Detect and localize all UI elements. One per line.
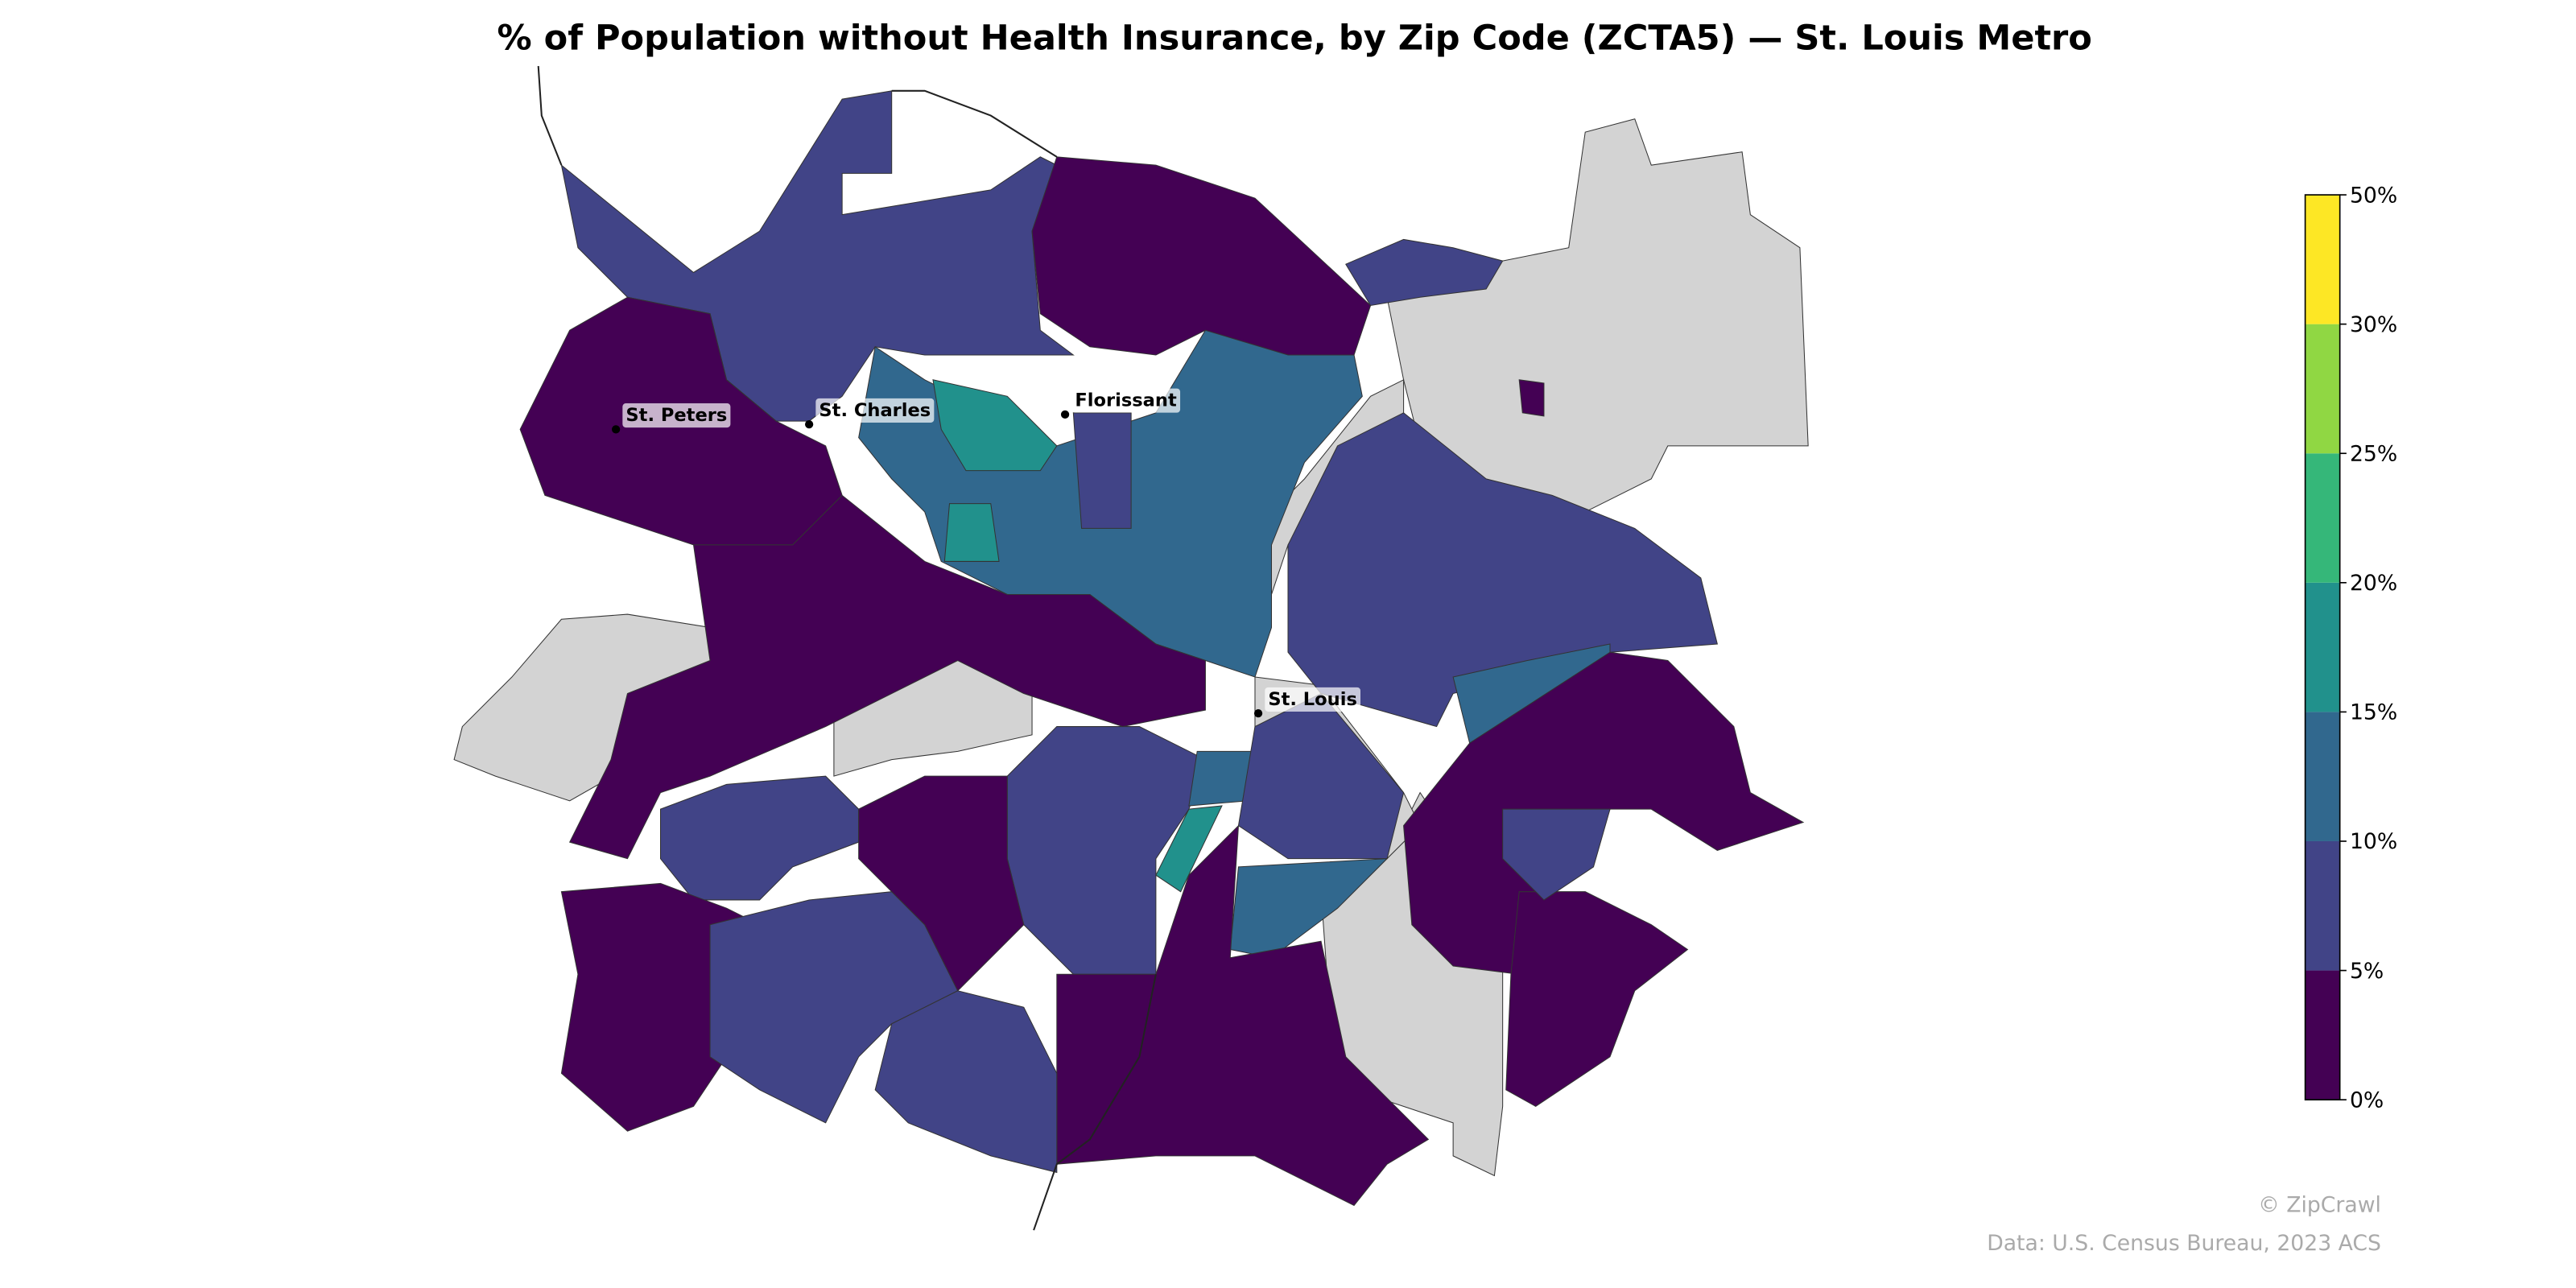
zip-region — [943, 503, 1000, 562]
place-dot — [612, 425, 621, 434]
place-label: Florissant — [1075, 390, 1177, 411]
zip-region — [1056, 824, 1430, 1207]
colorbar-tick-label: 5% — [2350, 959, 2384, 984]
zip-region — [1505, 891, 1689, 1107]
zip-region — [568, 494, 1206, 860]
place-label-bg — [1071, 388, 1181, 413]
colorbar-tick-label: 10% — [2350, 829, 2397, 854]
colorbar-bin — [2305, 970, 2340, 1100]
zip-region — [1345, 238, 1504, 307]
place-dot — [1253, 709, 1263, 718]
source: Data: U.S. Census Bureau, 2023 ACS — [1987, 1231, 2381, 1256]
regions — [453, 90, 1809, 1207]
colorbar-tick-label: 20% — [2350, 571, 2397, 596]
place-label: St. Louis — [1268, 689, 1357, 710]
zip-region — [1155, 805, 1223, 893]
colorbar-tick-label: 30% — [2350, 312, 2397, 337]
colorbar-tick-label: 0% — [2350, 1088, 2384, 1113]
places: St. Peters St. Charles Florissant St. Louis — [612, 388, 1360, 718]
colorbar-bin — [2305, 712, 2340, 841]
zip-region — [1518, 379, 1545, 417]
place-label-bg — [1265, 687, 1360, 712]
zip-region — [932, 379, 1058, 472]
credit: © ZipCrawl — [2258, 1193, 2381, 1218]
place-label-bg — [815, 398, 935, 423]
colorbar: 0% 5% 10% 15% 20% 25% 30% 50% — [2304, 183, 2397, 1113]
zip-region — [874, 990, 1058, 1174]
colorbar-bin — [2305, 324, 2340, 454]
colorbar-tick-label: 25% — [2350, 441, 2397, 466]
river — [537, 65, 1157, 1231]
place-label: St. Charles — [819, 400, 931, 421]
colorbar-bin — [2305, 582, 2340, 712]
colorbar-tick-label: 15% — [2350, 700, 2397, 725]
place-dot — [1060, 410, 1070, 419]
zip-region — [1502, 808, 1611, 901]
colorbar-tick-label: 50% — [2350, 183, 2397, 208]
zip-region — [659, 775, 860, 901]
zip-region — [1031, 156, 1372, 356]
colorbar-bin — [2305, 453, 2340, 583]
place-label-bg — [622, 403, 731, 428]
zip-region — [858, 775, 1025, 992]
place-dot — [805, 420, 814, 429]
colorbar-bin — [2305, 840, 2340, 971]
zip-region — [1072, 412, 1132, 529]
map-title: % of Population without Health Insurance… — [497, 19, 2092, 59]
place-label: St. Peters — [625, 405, 727, 426]
colorbar-bin — [2305, 195, 2340, 324]
colorbar-frame — [2304, 194, 2341, 1100]
